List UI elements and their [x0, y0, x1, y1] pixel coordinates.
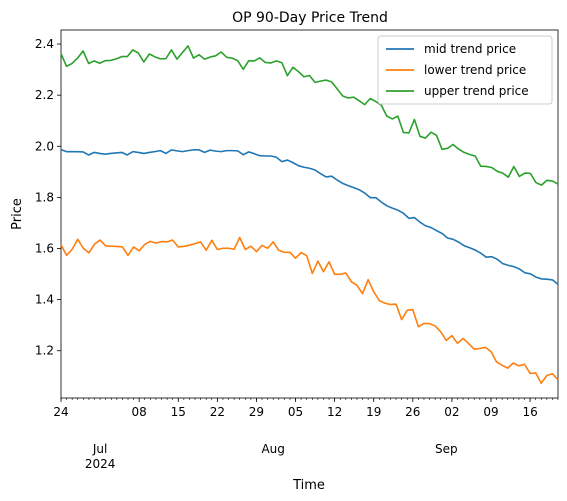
- x-tick-label: 24: [53, 405, 68, 419]
- x-tick-label: 15: [171, 405, 186, 419]
- x-year-label: 2024: [85, 457, 116, 471]
- series-line-upper-trend-price: [60, 45, 559, 186]
- plot-frame: [60, 29, 559, 399]
- y-tick-label: 1.4: [35, 293, 54, 307]
- x-tick-label: 09: [483, 405, 498, 419]
- legend: mid trend price lower trend price upper tr…: [377, 35, 553, 105]
- legend-label: mid trend price: [424, 42, 516, 56]
- x-tick-label: 02: [444, 405, 459, 419]
- x-tick-label: 29: [249, 405, 264, 419]
- x-axis-label: Time: [292, 478, 325, 493]
- series-layer: [60, 45, 559, 384]
- x-tick-label: 16: [522, 405, 537, 419]
- y-tick-label: 2.4: [35, 37, 54, 51]
- x-tick-label: 26: [405, 405, 420, 419]
- y-axis-label: Price: [10, 198, 25, 230]
- x-tick-label: 08: [132, 405, 147, 419]
- x-month-label: Sep: [435, 442, 458, 456]
- x-tick-label: 12: [327, 405, 342, 419]
- series-line-lower-trend-price: [60, 236, 559, 384]
- y-tick-label: 1.2: [35, 344, 54, 358]
- y-tick-label: 1.6: [35, 242, 54, 256]
- plot-area: [60, 29, 559, 399]
- y-tick-label: 2.0: [35, 139, 54, 153]
- x-month-label: Jul: [92, 442, 107, 456]
- x-month-label: Aug: [261, 442, 284, 456]
- y-tick-label: 1.8: [35, 190, 54, 204]
- series-line-mid-trend-price: [60, 148, 559, 285]
- chart-title: OP 90-Day Price Trend: [232, 10, 388, 26]
- legend-label: lower trend price: [424, 63, 526, 77]
- x-tick-label: 19: [366, 405, 381, 419]
- legend-box: [377, 35, 553, 105]
- legend-label: upper trend price: [424, 84, 529, 98]
- y-tick-label: 2.2: [35, 88, 54, 102]
- x-tick-label: 05: [288, 405, 303, 419]
- y-axis: 1.2 1.4 1.6 1.8 2.0 2.2 2.4: [35, 37, 61, 358]
- x-tick-label: 22: [210, 405, 225, 419]
